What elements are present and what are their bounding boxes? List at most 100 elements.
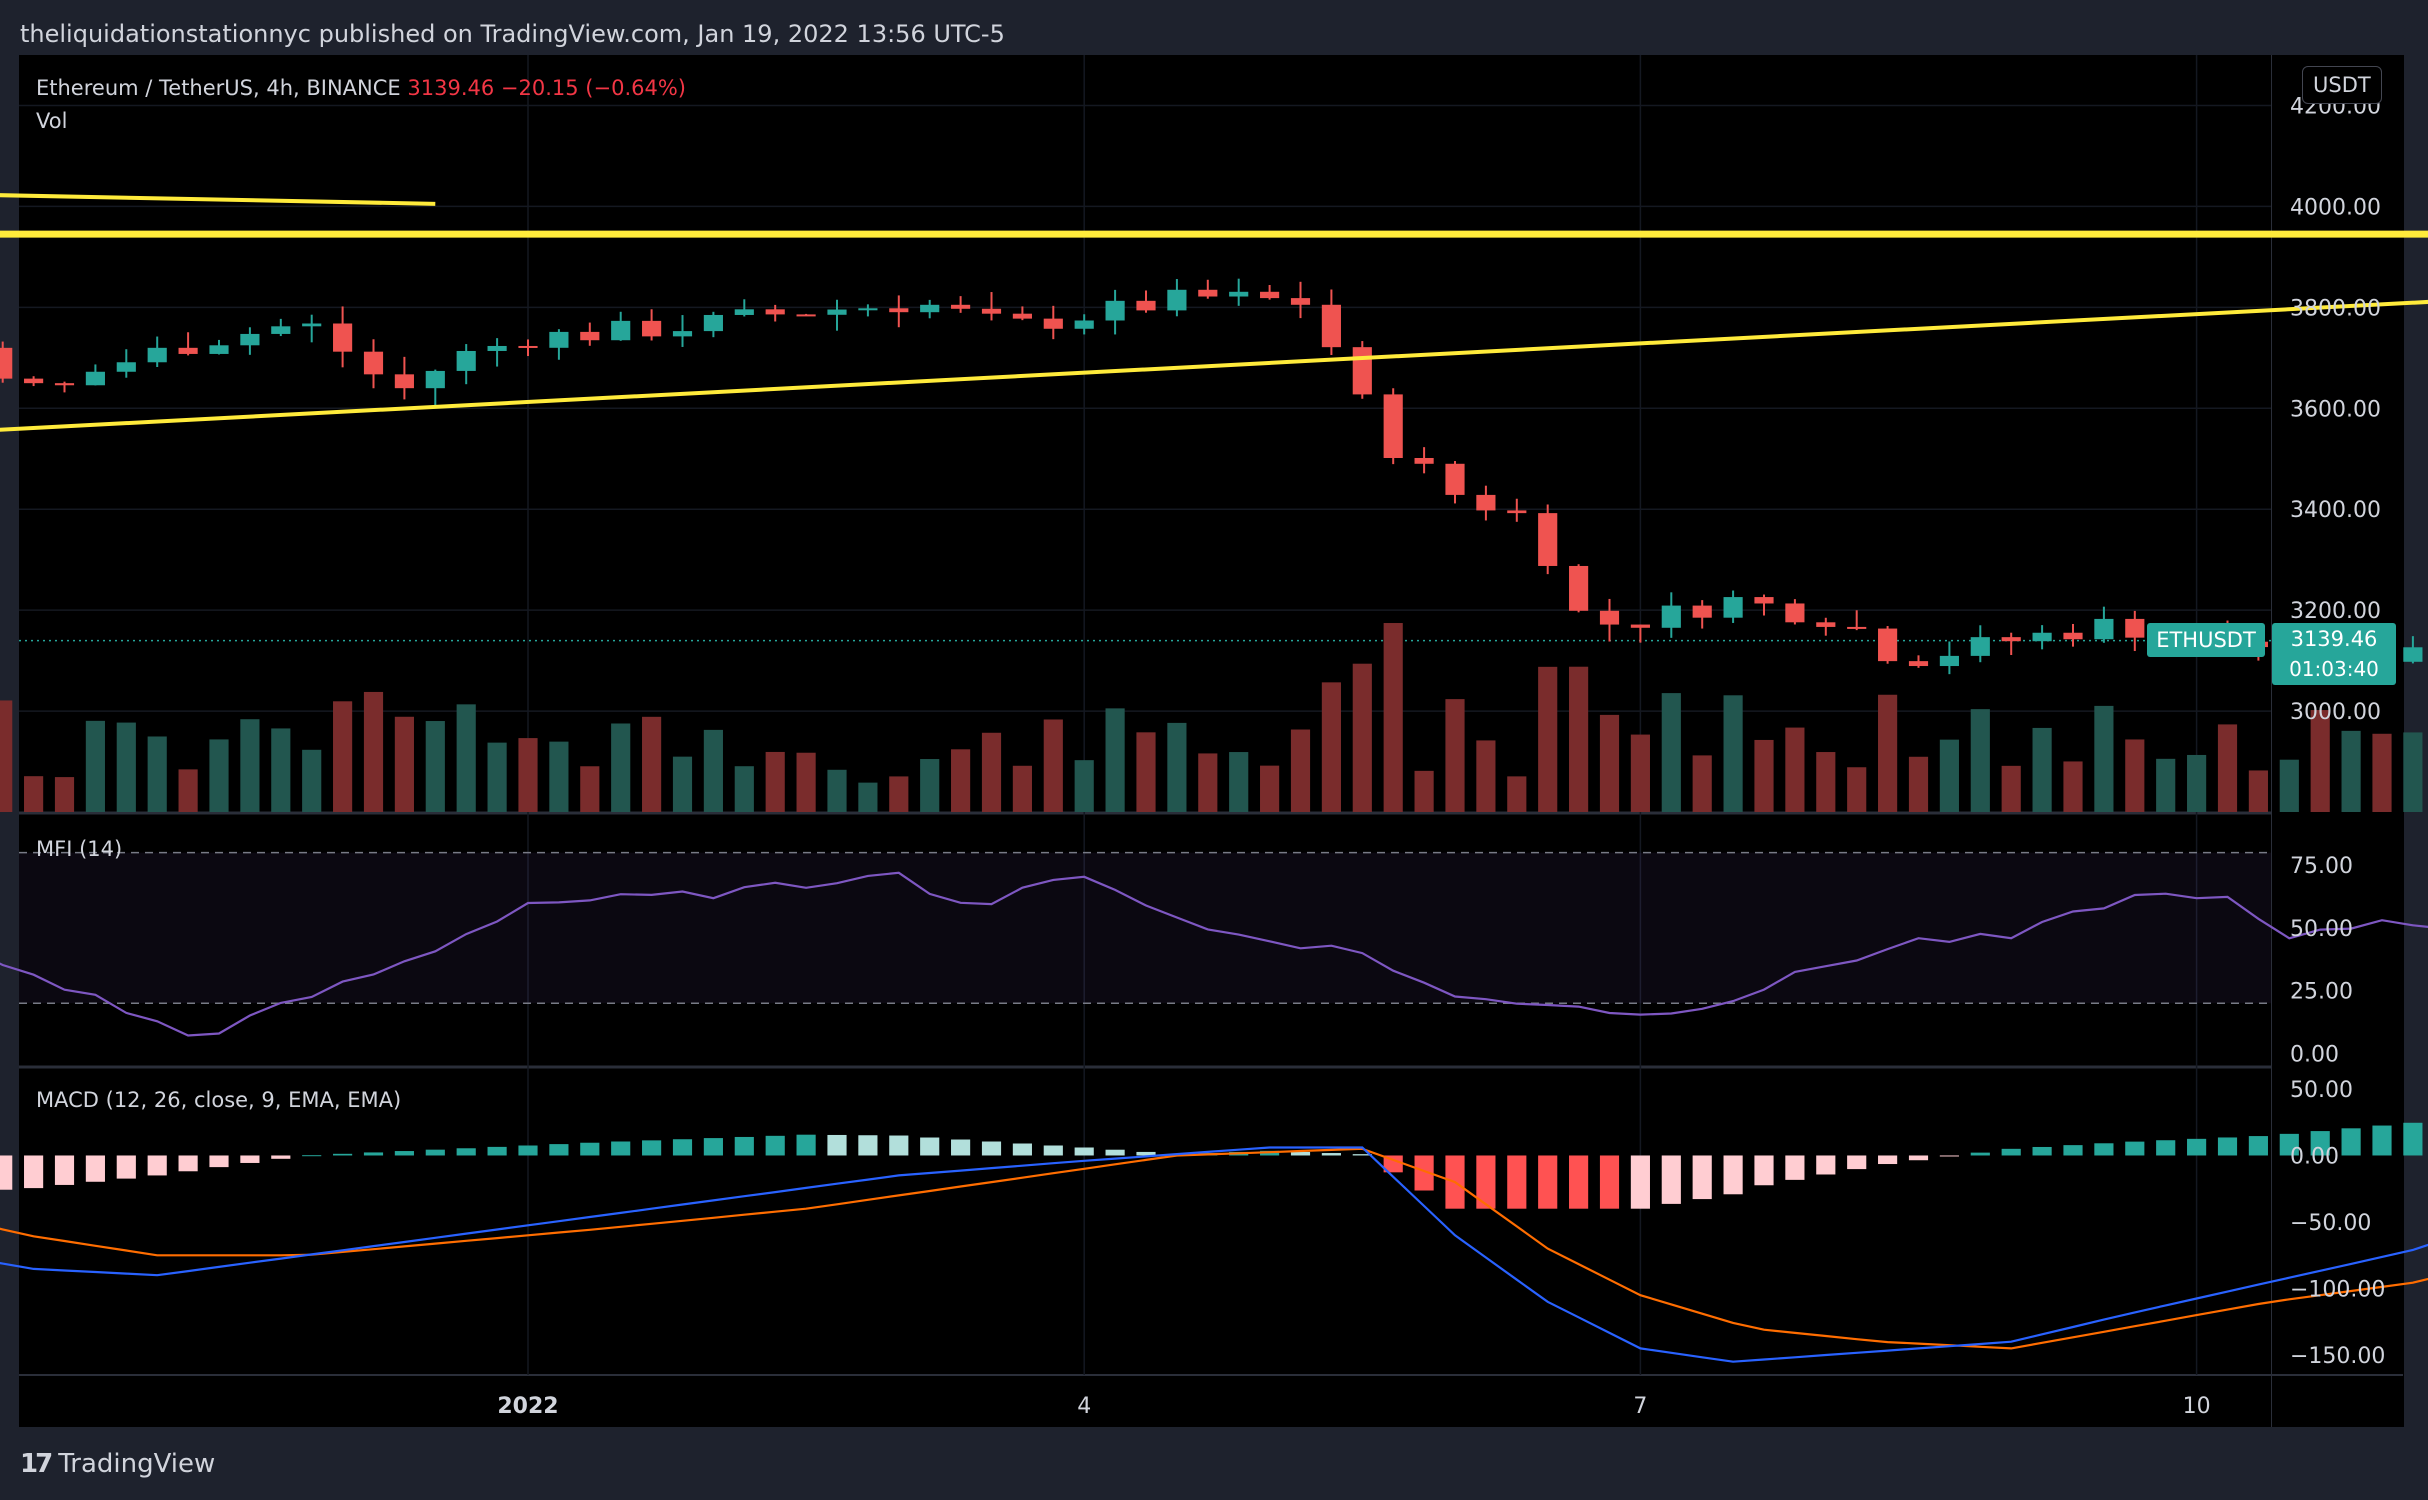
macd-histogram-bar xyxy=(1878,1155,1898,1165)
volume-bar xyxy=(54,777,75,812)
macd-histogram-bar xyxy=(1476,1155,1496,1209)
volume-bar xyxy=(518,738,538,812)
candle-body xyxy=(487,345,507,351)
trendline xyxy=(0,299,2428,432)
time-tick-label: 7 xyxy=(1633,1394,1647,1419)
volume-bar xyxy=(1507,776,1527,812)
macd-histogram-bar xyxy=(333,1153,353,1156)
candle-body xyxy=(2063,632,2083,640)
volume-bar xyxy=(2063,761,2083,812)
last-price-tag: 3139.46 01:03:40 xyxy=(2272,623,2396,685)
candle-body xyxy=(1445,463,1465,495)
volume-bar xyxy=(1754,739,1774,812)
volume-bar xyxy=(1445,699,1465,812)
volume-bar xyxy=(1878,694,1898,812)
macd-histogram-bar xyxy=(765,1135,785,1156)
macd-histogram-bar xyxy=(1290,1151,1311,1156)
candle-body xyxy=(1012,313,1032,319)
macd-histogram-bar xyxy=(549,1144,569,1156)
volume-bar xyxy=(24,776,44,812)
macd-histogram-bar xyxy=(1321,1153,1341,1156)
volume-bar xyxy=(2125,739,2145,812)
volume-bar xyxy=(827,769,847,812)
candle-body xyxy=(1754,597,1774,604)
volume-bar xyxy=(1816,752,1836,812)
volume-bar xyxy=(703,729,723,812)
macd-tick-label: 0.00 xyxy=(2290,1144,2339,1169)
candle-body xyxy=(54,383,75,386)
volume-bar xyxy=(2032,727,2052,812)
candle-body xyxy=(1970,637,1990,656)
volume-bar xyxy=(394,716,414,812)
macd-histogram-bar xyxy=(2403,1122,2423,1156)
footer: 17 TradingView xyxy=(20,1444,215,1484)
macd-histogram-bar xyxy=(1754,1155,1774,1186)
volume-bar xyxy=(1692,755,1712,812)
time-tick-label: 4 xyxy=(1077,1394,1091,1419)
currency-button[interactable]: USDT xyxy=(2302,66,2382,104)
macd-histogram-bar xyxy=(54,1155,75,1185)
symbol-name: Ethereum / TetherUS, 4h, BINANCE xyxy=(36,76,401,100)
candle-body xyxy=(1569,565,1589,611)
candle-body xyxy=(394,374,414,389)
mfi-line xyxy=(0,871,2428,1037)
macd-histogram-bar xyxy=(1538,1155,1558,1209)
volume-bar xyxy=(2001,765,2021,812)
grid xyxy=(19,55,2403,1376)
time-tick-label: 2022 xyxy=(497,1394,558,1419)
macd-pane xyxy=(0,1122,2428,1363)
volume-bar xyxy=(858,782,878,812)
macd-histogram-bar xyxy=(271,1155,291,1159)
price-change: −20.15 (−0.64%) xyxy=(500,76,686,100)
volume-bar xyxy=(2187,754,2207,812)
macd-histogram-bar xyxy=(2187,1138,2207,1156)
candle-body xyxy=(1043,318,1063,329)
macd-histogram-bar xyxy=(2125,1141,2145,1156)
candle-body xyxy=(1847,626,1867,629)
macd-histogram-bar xyxy=(85,1155,105,1182)
macd-tick-label: −100.00 xyxy=(2290,1278,2385,1303)
volume-bar xyxy=(796,752,816,812)
volume-bar xyxy=(2403,732,2423,812)
macd-histogram-bar xyxy=(1630,1155,1650,1209)
symbol-legend: Ethereum / TetherUS, 4h, BINANCE 3139.46… xyxy=(36,76,686,100)
volume-bar xyxy=(1538,666,1558,812)
candle-body xyxy=(271,326,291,334)
volume-bar xyxy=(271,728,291,812)
volume-bar xyxy=(1012,765,1032,812)
volume-bar xyxy=(2094,705,2114,812)
volume-bar xyxy=(1198,753,1218,812)
macd-histogram-bar xyxy=(2032,1146,2052,1156)
macd-histogram-bar xyxy=(2217,1137,2238,1156)
candle-body xyxy=(1785,603,1805,623)
candle-body xyxy=(1723,597,1743,618)
candle-body xyxy=(1229,291,1249,297)
macd-histogram-bar xyxy=(2063,1145,2083,1156)
mfi-tick-label: 25.00 xyxy=(2290,980,2353,1005)
volume-bar xyxy=(951,749,971,812)
candle-body xyxy=(1105,300,1125,321)
macd-histogram-bar xyxy=(1785,1155,1805,1180)
macd-histogram-bar xyxy=(302,1155,322,1157)
candle-body xyxy=(549,331,569,348)
macd-histogram-bar xyxy=(2341,1128,2361,1156)
candle-body xyxy=(2125,618,2145,638)
volume-bar xyxy=(734,766,754,812)
trendlines[interactable] xyxy=(0,116,2428,454)
volume-bar xyxy=(487,742,507,812)
volume-bar xyxy=(611,723,631,812)
volume-bar xyxy=(240,719,260,812)
macd-histogram-bar xyxy=(2248,1136,2268,1156)
volume-bar xyxy=(1847,767,1867,812)
macd-histogram-bar xyxy=(456,1148,476,1156)
price-tick-label: 3200.00 xyxy=(2290,599,2381,624)
volume-bar xyxy=(672,756,693,812)
volume-bar xyxy=(0,700,13,812)
candle-body xyxy=(1198,289,1218,297)
symbol-price-tag: ETHUSDT xyxy=(2147,623,2265,657)
candle-body xyxy=(703,314,723,332)
macd-histogram-bar xyxy=(920,1137,940,1156)
candle-body xyxy=(2403,647,2423,662)
candle-body xyxy=(858,308,878,311)
